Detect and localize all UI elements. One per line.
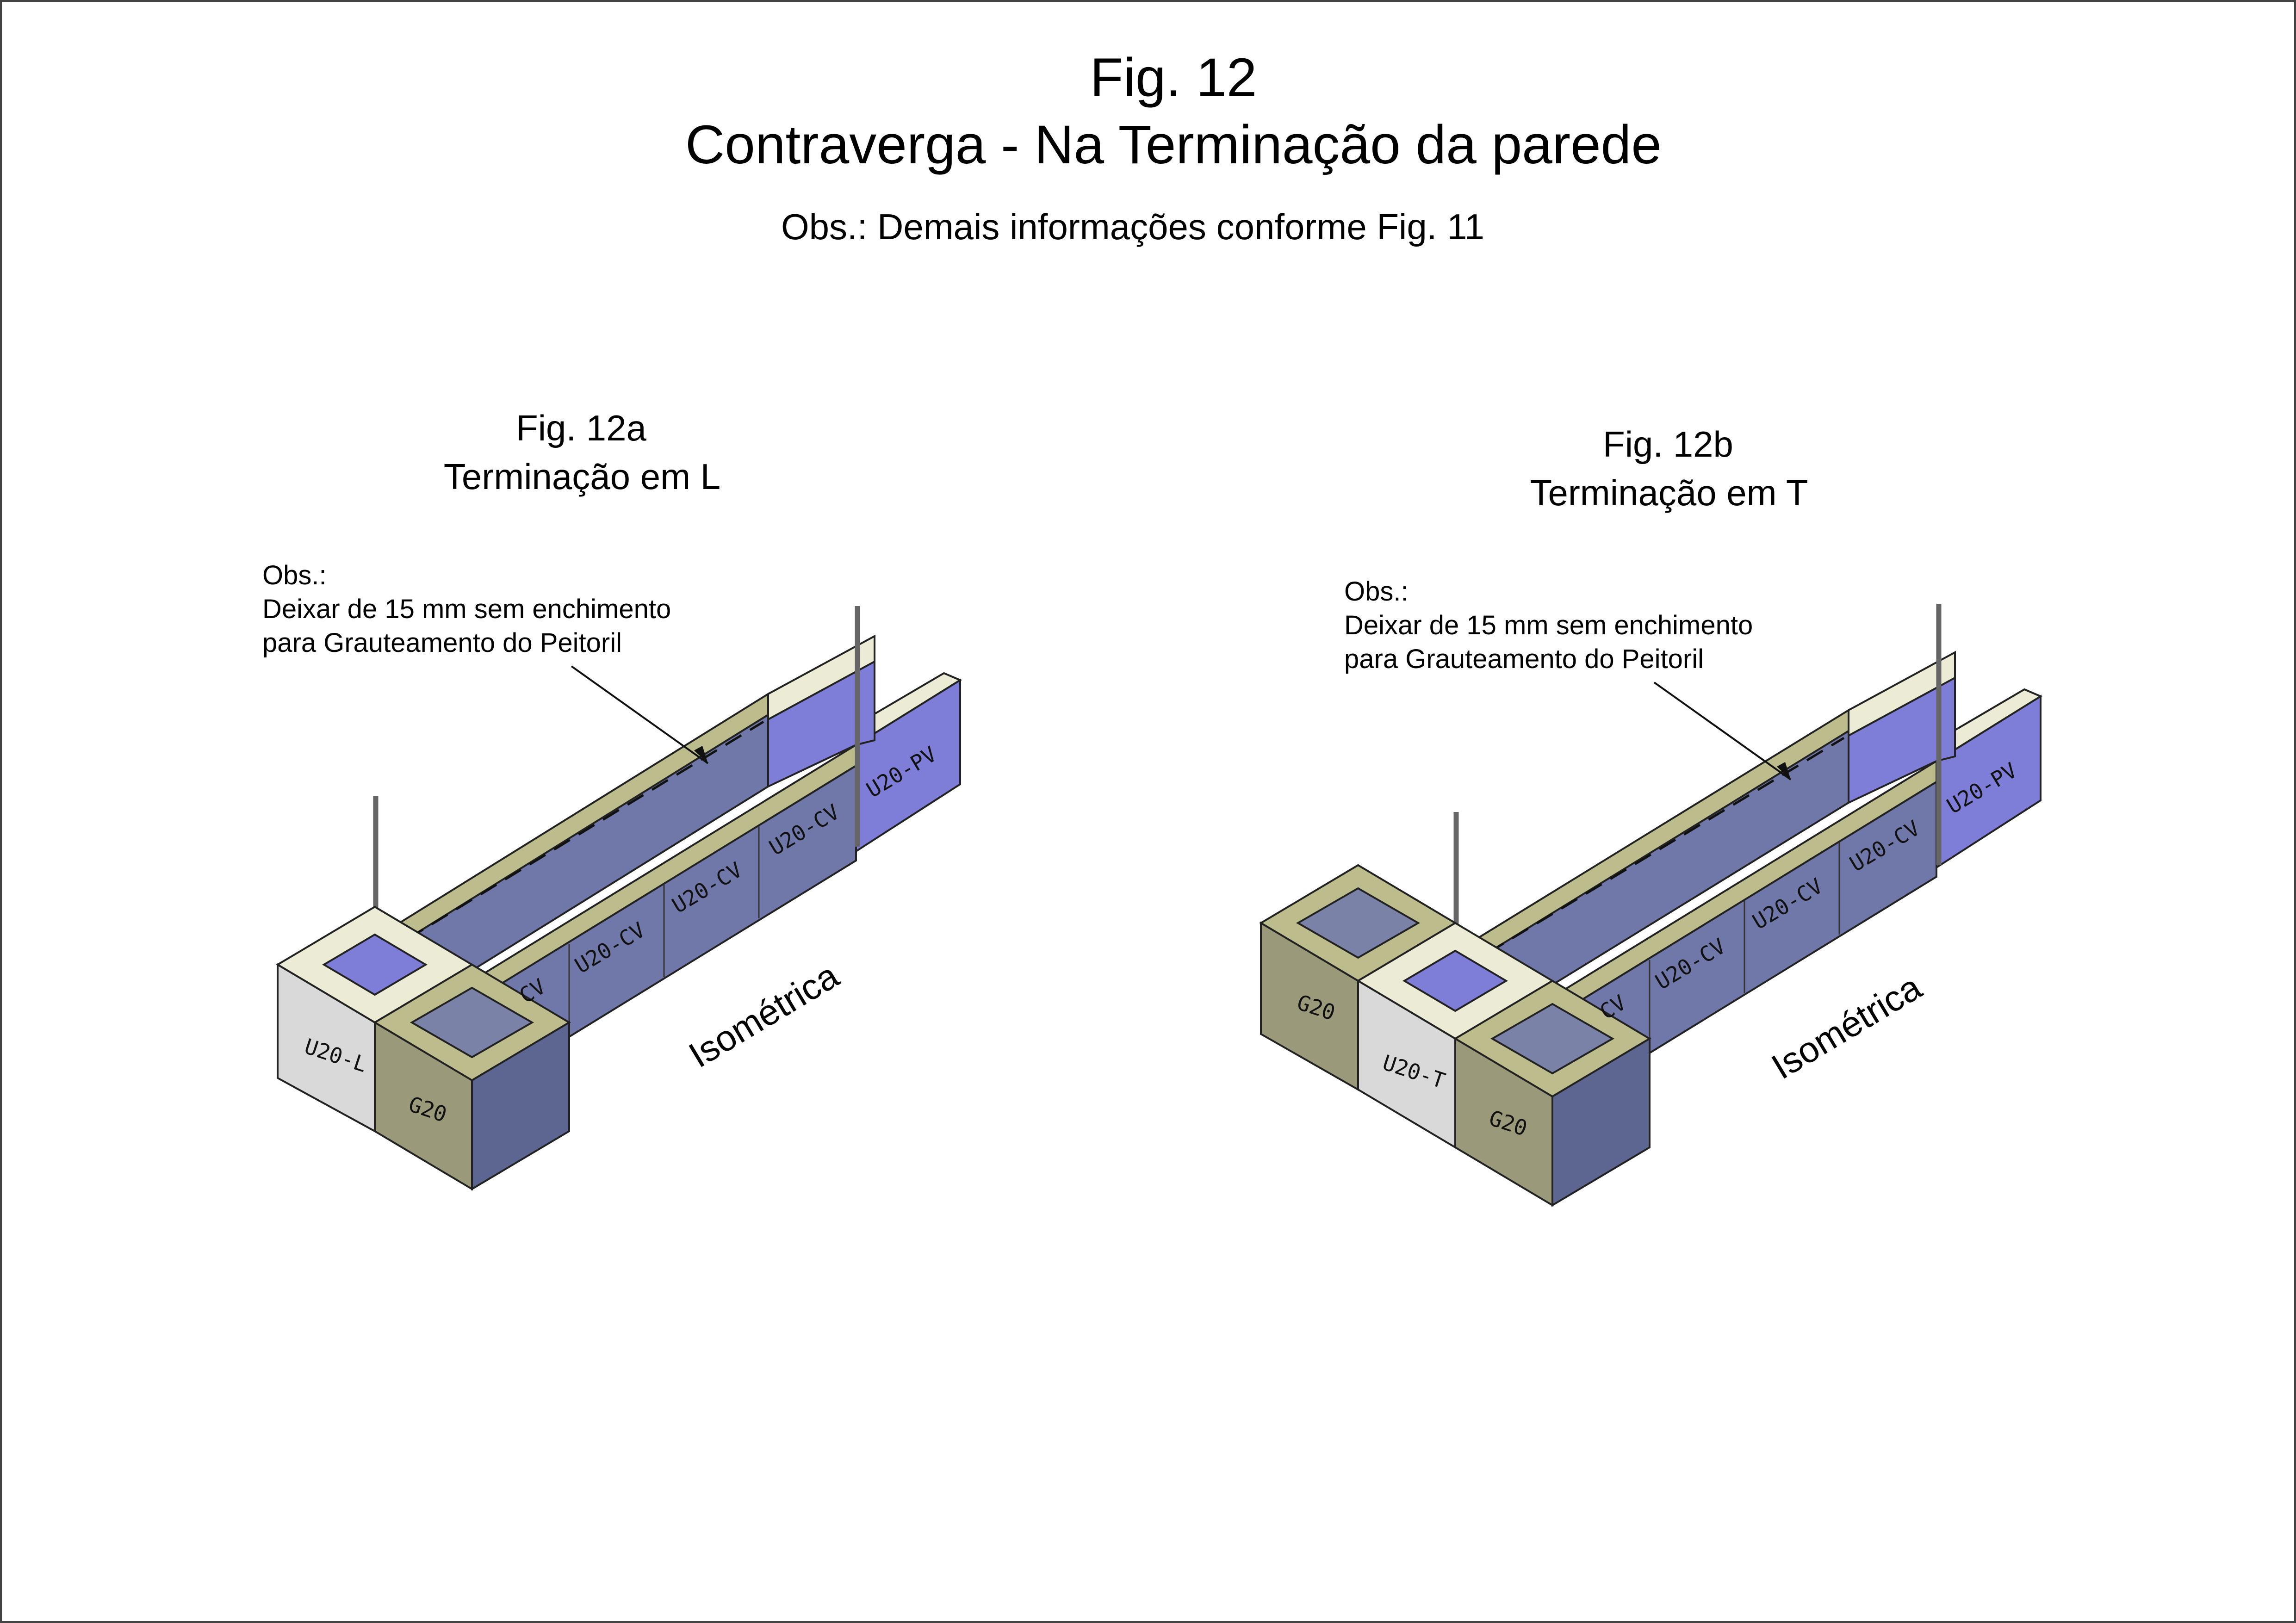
fig-12a-obs-line1: Deixar de 15 mm sem enchimento	[262, 594, 671, 624]
figure-note: Obs.: Demais informações conforme Fig. 1…	[781, 206, 1485, 247]
corner-block-core	[322, 933, 428, 996]
fig-12b-obs-line1: Deixar de 15 mm sem enchimento	[1344, 610, 1753, 640]
g20-left-block-core	[1296, 887, 1421, 959]
fig-12a-subtitle: Terminação em L	[443, 456, 721, 497]
fig-12a-drawing: U20-L G20 CV U20-CV U20-CV U20-CV U20-PV…	[276, 606, 962, 1191]
fig-12a-obs-title: Obs.:	[262, 560, 327, 590]
leader-arrowhead	[1777, 762, 1791, 780]
view-label: Isométrica	[1764, 966, 1928, 1087]
fig-12b-obs-title: Obs.:	[1344, 576, 1409, 607]
fig-12b-drawing: G20 U20-T G20 CV U20-CV U20-CV U20-CV U2…	[1259, 604, 2043, 1207]
g20-block-side	[471, 1021, 570, 1191]
fig-12b-obs-line2: para Grauteamento do Peitoril	[1344, 644, 1704, 674]
obs-leader-line	[571, 665, 709, 764]
g20-block-core	[410, 986, 534, 1059]
corner-block-core	[1402, 949, 1508, 1012]
g20-block-side	[1551, 1037, 1651, 1207]
fig-12b-subtitle: Terminação em T	[1530, 472, 1808, 513]
fig-12a-number: Fig. 12a	[516, 408, 646, 448]
fig-12a-obs-line2: para Grauteamento do Peitoril	[262, 628, 622, 658]
figure-number: Fig. 12	[1090, 47, 1257, 108]
view-label: Isométrica	[682, 955, 845, 1076]
obs-leader-line	[1653, 681, 1792, 781]
g20-block-core	[1490, 1003, 1615, 1075]
figure-title: Contraverga - Na Terminação da parede	[685, 114, 1662, 175]
leader-arrowhead	[694, 746, 708, 763]
fig-12b-number: Fig. 12b	[1603, 424, 1733, 465]
